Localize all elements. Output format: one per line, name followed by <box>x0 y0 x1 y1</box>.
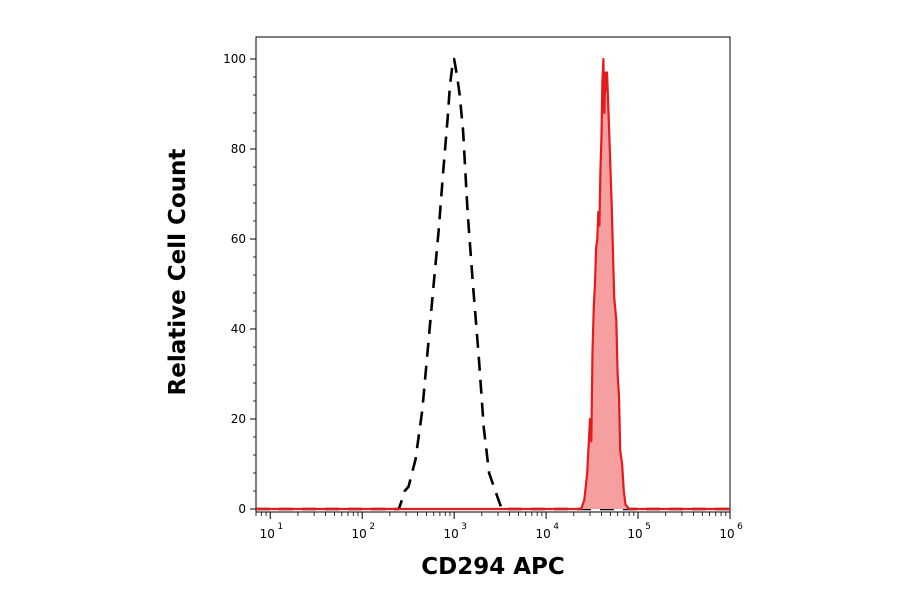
y-tick-label-20: 20 <box>231 412 246 426</box>
x-tick-label-base-4: 10 <box>535 527 550 541</box>
x-tick-label-exp-1: 1 <box>277 522 283 532</box>
series-0-line <box>256 57 730 511</box>
y-axis-title: Relative Cell Count <box>165 149 191 396</box>
series-1-area <box>256 59 730 509</box>
x-tick-label-base-6: 10 <box>719 527 734 541</box>
y-tick-label-0: 0 <box>238 502 246 516</box>
series-layer <box>256 57 730 511</box>
x-tick-label-exp-2: 2 <box>369 522 375 532</box>
x-tick-label-exp-5: 5 <box>645 522 651 532</box>
series-1-line <box>256 57 730 511</box>
y-tick-label-60: 60 <box>231 232 246 246</box>
x-tick-label-base-1: 10 <box>260 527 275 541</box>
y-tick-label-80: 80 <box>231 142 246 156</box>
x-tick-label-exp-6: 6 <box>737 522 743 532</box>
x-tick-label-base-5: 10 <box>627 527 642 541</box>
x-tick-label-exp-4: 4 <box>553 522 559 532</box>
x-tick-label-base-2: 10 <box>352 527 367 541</box>
x-axis-title: CD294 APC <box>421 554 565 580</box>
y-tick-label-100: 100 <box>223 52 246 66</box>
plot-frame <box>255 36 731 513</box>
x-tick-label-exp-3: 3 <box>461 522 467 532</box>
y-tick-label-40: 40 <box>231 322 246 336</box>
x-tick-label-base-3: 10 <box>444 527 459 541</box>
